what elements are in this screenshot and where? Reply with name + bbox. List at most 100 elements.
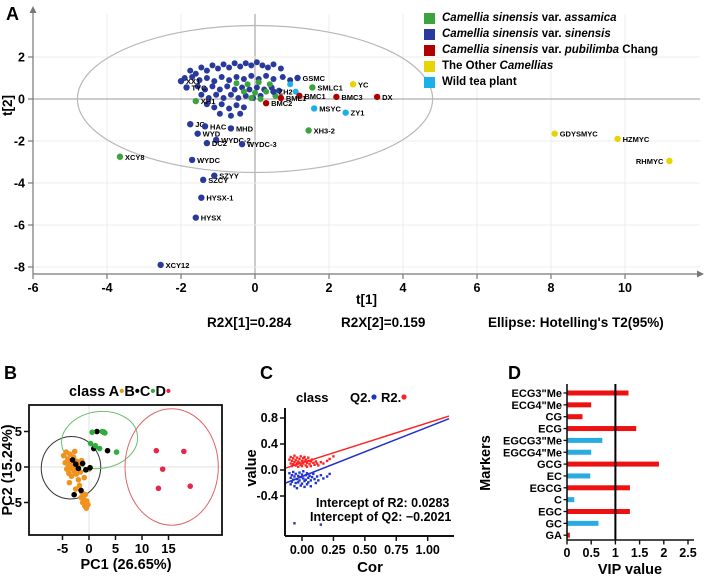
- x-tick-label: 2: [660, 546, 667, 560]
- category-label: C: [554, 495, 562, 507]
- legend-r2-label: R2.: [381, 390, 401, 405]
- cluster-point: [233, 80, 240, 87]
- perm-point-R2: [322, 462, 325, 465]
- vip-bar: [567, 402, 592, 408]
- cluster-point: [213, 91, 220, 98]
- sample-point: [294, 74, 301, 82]
- vip-bar: [567, 449, 592, 455]
- legend-q2-dot-icon: [371, 394, 377, 400]
- vip-bar: [567, 509, 630, 514]
- cluster-point: [203, 75, 210, 81]
- perm-point-R2: [302, 457, 305, 460]
- fit-line-Q2: [285, 417, 450, 484]
- x-tick-label: -4: [101, 281, 112, 295]
- perm-point-R2: [304, 458, 307, 461]
- perm-point-R2: [313, 463, 316, 466]
- sample-point: [296, 92, 303, 100]
- perm-point-Q2: [314, 481, 318, 485]
- legend-label: Wild tea plant: [442, 76, 517, 88]
- y-tick-label: 0: [15, 460, 22, 475]
- x-tick-label: 6: [474, 281, 481, 295]
- sample-point: [200, 176, 207, 184]
- perm-point-Q2: [309, 479, 312, 482]
- perm-point-Q2: [312, 472, 315, 476]
- sample-label: GSMC: [303, 74, 326, 83]
- perm-point-R2: [300, 459, 304, 463]
- vip-bar: [567, 485, 630, 491]
- perm-point-R2: [295, 462, 299, 465]
- legend-label: Camellia sinensis var. sinensis: [442, 28, 611, 40]
- sample-label: SZYY: [219, 172, 239, 181]
- category-label: EGCG3"Me: [503, 435, 562, 447]
- cluster-point: [248, 62, 255, 69]
- sample-point: [188, 156, 196, 164]
- perm-point-Q2: [298, 479, 301, 482]
- perm-point-R2: [317, 464, 320, 467]
- perm-point-Q2: [288, 472, 291, 475]
- vip-bar: [567, 497, 575, 503]
- class-B-point: [87, 464, 93, 471]
- panel-c-yaxis-label: value: [244, 449, 260, 486]
- perm-point-R2: [297, 465, 300, 468]
- class-C-point: [113, 449, 120, 455]
- legend-q2-label: Q2.: [350, 390, 371, 405]
- perm-point-R2: [309, 464, 312, 468]
- perm-point-Q2: [304, 478, 307, 481]
- perm-point-R2: [328, 457, 331, 461]
- class-B-point: [75, 465, 82, 472]
- cluster-point: [198, 64, 205, 71]
- perm-point-Q2: [300, 482, 304, 485]
- vip-bar: [567, 437, 603, 443]
- sample-label: SZCY: [208, 176, 228, 185]
- x-tick-label: 0.75: [384, 543, 408, 557]
- cluster-point: [270, 61, 277, 68]
- class-B-point: [79, 460, 86, 467]
- perm-point-R2: [305, 461, 309, 465]
- perm-point-Q2: [290, 480, 294, 483]
- x-tick-label: -5: [57, 541, 69, 556]
- cluster-point: [237, 63, 244, 70]
- sample-label: XH1: [201, 97, 216, 106]
- cluster-point: [242, 60, 249, 67]
- intercept-q2-annotation: Intercept of Q2: −0.2021: [310, 510, 451, 524]
- perm-point-Q2: [299, 484, 302, 487]
- class-A-point: [73, 471, 80, 477]
- perm-point-R2: [299, 455, 302, 458]
- y-tick-label: 0.0: [261, 463, 278, 477]
- perm-point-R2: [308, 462, 311, 466]
- perm-point-R2: [325, 459, 329, 463]
- cluster-point: [266, 81, 273, 88]
- sample-label: SMLC1: [317, 83, 342, 92]
- perm-point-Q2: [319, 474, 323, 477]
- panel-b-title: class A•B•C•D•: [69, 384, 171, 400]
- cluster-point: [244, 81, 251, 88]
- sample-label: WYD: [203, 130, 221, 139]
- cluster-point: [231, 60, 238, 67]
- category-label: GA: [546, 530, 563, 542]
- cluster-point: [218, 101, 225, 108]
- x-tick-label: 0: [564, 546, 571, 560]
- panel-letter-c: C: [260, 363, 273, 383]
- perm-point-R2: [307, 456, 310, 459]
- sample-label: WYDC-2: [221, 136, 251, 145]
- panel-d-yaxis-label: Markers: [480, 435, 494, 491]
- perm-point-R2: [307, 459, 310, 463]
- perm-point-Q2: [297, 474, 300, 478]
- class-C-point: [89, 429, 95, 436]
- panel-letter-b: B: [4, 363, 17, 383]
- cluster-point: [270, 76, 277, 83]
- legend-class-label: class: [296, 390, 329, 405]
- cluster-point: [203, 67, 210, 74]
- x-tick-label: -2: [175, 281, 186, 295]
- class-C-point: [96, 445, 103, 452]
- class-A-point: [72, 486, 79, 492]
- cluster-point: [226, 64, 233, 71]
- x-tick-label: 10: [618, 281, 632, 295]
- cluster-point: [218, 73, 225, 80]
- class-ellipse: [61, 410, 139, 470]
- fit-line-R2: [285, 415, 450, 469]
- class-D-point: [153, 447, 160, 454]
- panel-a-stat-r2x2: R2X[2]=0.159: [341, 315, 426, 330]
- class-A-point: [68, 473, 75, 480]
- x-tick-label: 0: [252, 281, 259, 295]
